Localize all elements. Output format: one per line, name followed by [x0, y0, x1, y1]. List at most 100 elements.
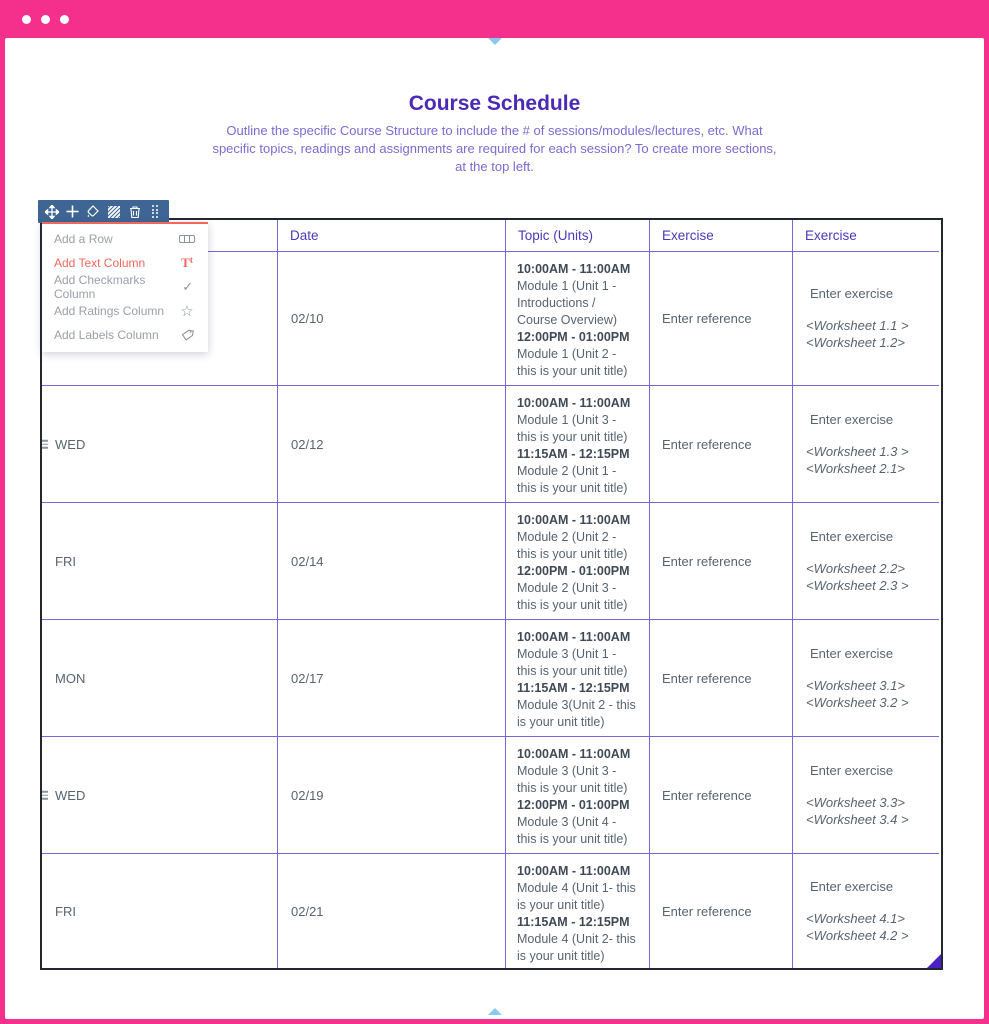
menu-item-label: Add Labels Column [54, 328, 159, 342]
worksheet-link[interactable]: <Worksheet 1.1 > [806, 318, 909, 333]
day-label: FRI [55, 553, 76, 569]
date-cell[interactable]: 02/10 [278, 252, 506, 386]
reference-cell[interactable]: Enter reference [650, 854, 793, 968]
menu-item-add-checkmarks-column[interactable]: Add Checkmarks Column ✓ [42, 273, 208, 301]
more-options-icon[interactable] [148, 204, 163, 219]
worksheet-link[interactable]: <Worksheet 2.3 > [806, 577, 909, 593]
exercise-cell[interactable]: Enter exercise <Worksheet 2.2> <Workshee… [793, 503, 939, 620]
exercise-cell[interactable]: Enter exercise <Worksheet 3.3> <Workshee… [793, 737, 939, 854]
page-title: Course Schedule [408, 92, 581, 115]
tag-icon [178, 329, 196, 342]
session-time: 10:00AM - 11:00AM [517, 630, 631, 644]
date-cell[interactable]: 02/17 [278, 620, 506, 737]
worksheet-link[interactable]: <Worksheet 3.3> [806, 794, 905, 810]
worksheet-link[interactable]: <Worksheet 1.2> [806, 335, 905, 350]
reference-placeholder: Enter reference [662, 670, 752, 686]
session-time: 10:00AM - 11:00AM [517, 747, 631, 761]
exercise-placeholder: Enter exercise [810, 878, 894, 894]
reference-placeholder: Enter reference [662, 436, 752, 452]
topic-cell[interactable]: 10:00AM - 11:00AM Module 3 (Unit 1 - thi… [506, 620, 650, 737]
pattern-fill-icon[interactable] [106, 204, 121, 219]
star-icon: ☆ [180, 303, 194, 320]
topic-cell[interactable]: 10:00AM - 11:00AM Module 1 (Unit 3 - thi… [506, 386, 650, 503]
window-dot-maximize[interactable] [60, 14, 69, 24]
reference-placeholder: Enter reference [662, 311, 752, 326]
exercise-cell[interactable]: Enter exercise <Worksheet 1.3 > <Workshe… [793, 386, 939, 503]
session-time: 11:15AM - 12:15PM [517, 447, 630, 461]
reference-cell[interactable]: Enter reference [650, 620, 793, 737]
move-icon[interactable] [44, 204, 59, 219]
course-schedule-table: Date Topic (Units) Exercise Exercise 02/… [40, 218, 943, 970]
day-cell[interactable]: WED [42, 737, 278, 854]
date-cell[interactable]: 02/12 [278, 386, 506, 503]
reference-cell[interactable]: Enter reference [650, 503, 793, 620]
worksheet-link[interactable]: <Worksheet 4.2 > [806, 927, 909, 943]
trash-icon[interactable] [127, 204, 142, 219]
worksheet-link[interactable]: <Worksheet 4.1> [806, 910, 905, 926]
scroll-up-arrow-icon[interactable] [488, 38, 502, 45]
exercise-cell[interactable]: Enter exercise <Worksheet 3.1> <Workshee… [793, 620, 939, 737]
worksheet-link[interactable]: <Worksheet 3.2 > [806, 694, 909, 710]
day-cell[interactable]: WED [42, 386, 278, 503]
day-label: WED [55, 787, 86, 803]
topic-cell[interactable]: 10:00AM - 11:00AM Module 2 (Unit 2 - thi… [506, 503, 650, 620]
session-desc: Module 3(Unit 2 - this is your unit titl… [517, 698, 636, 729]
topic-cell[interactable]: 10:00AM - 11:00AM Module 3 (Unit 3 - thi… [506, 737, 650, 854]
exercise-placeholder: Enter exercise [810, 645, 894, 661]
row-drag-handle-icon[interactable] [42, 790, 48, 800]
worksheet-link[interactable]: <Worksheet 2.2> [806, 560, 905, 576]
scroll-down-indicator-icon[interactable] [488, 1008, 502, 1015]
worksheet-link[interactable]: <Worksheet 3.4 > [806, 811, 909, 827]
session-time: 11:15AM - 12:15PM [517, 681, 630, 695]
topic-cell[interactable]: 10:00AM - 11:00AM Module 4 (Unit 1- this… [506, 854, 650, 968]
column-header-exercise-2[interactable]: Exercise [793, 220, 939, 252]
window-dot-close[interactable] [22, 14, 31, 24]
exercise-placeholder: Enter exercise [810, 286, 894, 301]
worksheet-link[interactable]: <Worksheet 2.1> [806, 460, 905, 476]
session-time: 11:15AM - 12:15PM [517, 915, 630, 929]
session-desc: Module 3 (Unit 4 - this is your unit tit… [517, 815, 628, 846]
column-header-exercise-1[interactable]: Exercise [650, 220, 793, 252]
date-label: 02/10 [291, 311, 324, 326]
window-dot-minimize[interactable] [41, 14, 50, 24]
day-cell[interactable]: FRI [42, 854, 278, 968]
reference-cell[interactable]: Enter reference [650, 386, 793, 503]
reference-placeholder: Enter reference [662, 903, 752, 919]
worksheet-link[interactable]: <Worksheet 3.1> [806, 677, 905, 693]
menu-item-add-row[interactable]: Add a Row [42, 227, 208, 251]
date-cell[interactable]: 02/14 [278, 503, 506, 620]
date-cell[interactable]: 02/21 [278, 854, 506, 968]
date-cell[interactable]: 02/19 [278, 737, 506, 854]
menu-item-add-ratings-column[interactable]: Add Ratings Column ☆ [42, 299, 208, 323]
menu-item-add-labels-column[interactable]: Add Labels Column [42, 323, 208, 347]
row-icon [178, 235, 196, 243]
worksheet-link[interactable]: <Worksheet 1.3 > [806, 443, 909, 459]
day-cell[interactable] [42, 252, 278, 386]
reference-placeholder: Enter reference [662, 553, 752, 569]
add-icon[interactable] [65, 204, 80, 219]
menu-item-label: Add a Row [54, 232, 113, 246]
table-resize-handle[interactable] [927, 954, 941, 968]
session-desc: Module 4 (Unit 2- this is your unit titl… [517, 932, 636, 963]
table-toolbar [38, 200, 169, 223]
exercise-cell[interactable]: Enter exercise <Worksheet 1.1 > <Workshe… [793, 252, 939, 386]
reference-cell[interactable]: Enter reference [650, 737, 793, 854]
fill-color-icon[interactable] [86, 204, 101, 219]
session-desc: Module 2 (Unit 1 - this is your unit tit… [517, 464, 628, 495]
session-desc: Module 3 (Unit 1 - this is your unit tit… [517, 647, 628, 678]
column-header-topic[interactable]: Topic (Units) [506, 220, 650, 252]
day-label: MON [55, 670, 86, 686]
row-drag-handle-icon[interactable] [42, 439, 48, 449]
day-label: WED [55, 436, 86, 452]
day-cell[interactable]: MON [42, 620, 278, 737]
exercise-placeholder: Enter exercise [810, 411, 894, 427]
reference-cell[interactable]: Enter reference [650, 252, 793, 386]
session-desc: Module 1 (Unit 1 - Introductions / Cours… [517, 279, 618, 327]
exercise-cell[interactable]: Enter exercise <Worksheet 4.1> <Workshee… [793, 854, 939, 968]
column-header-date[interactable]: Date [278, 220, 506, 252]
session-desc: Module 2 (Unit 3 - this is your unit tit… [517, 581, 628, 612]
day-cell[interactable]: FRI [42, 503, 278, 620]
topic-cell[interactable]: 10:00AM - 11:00AM Module 1 (Unit 1 - Int… [506, 252, 650, 386]
